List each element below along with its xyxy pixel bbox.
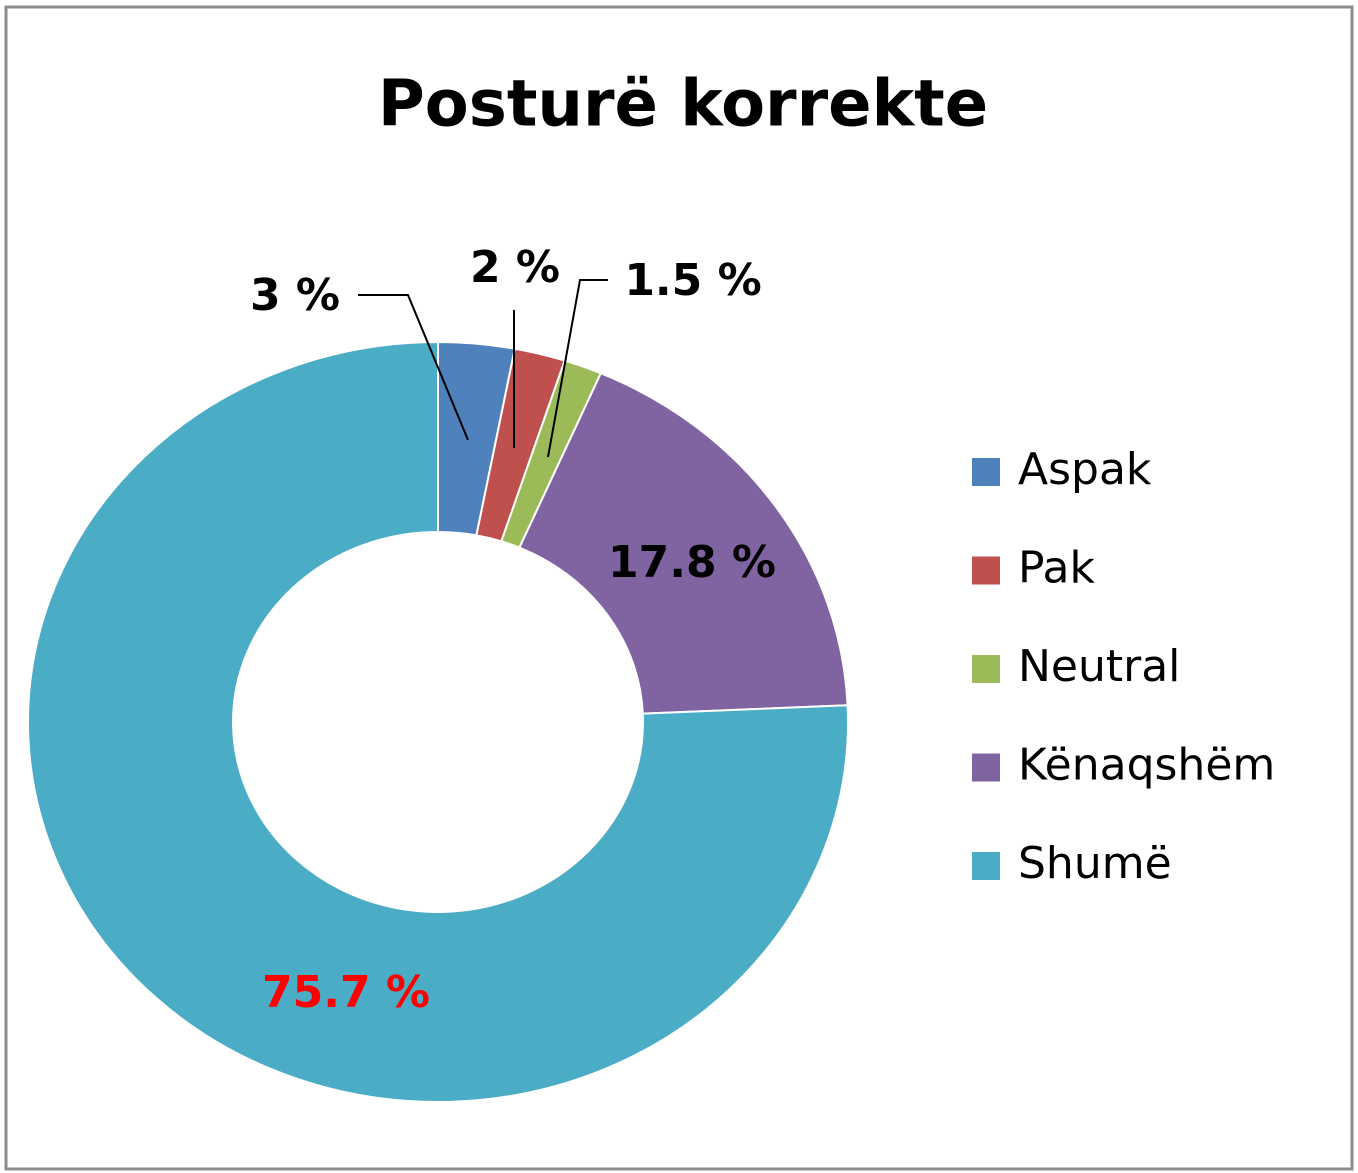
donut-segment (27, 340, 849, 1103)
data-label: 2 % (470, 242, 560, 293)
legend-swatch (972, 556, 1000, 585)
leader-line (547, 279, 608, 458)
donut-segment (518, 371, 849, 715)
legend-label: Shumë (1018, 838, 1172, 889)
legend-swatch (972, 753, 1000, 782)
data-label: 1.5 % (624, 255, 761, 306)
data-label: 17.8 % (608, 537, 776, 588)
leader-lines (358, 279, 608, 458)
legend-label: Aspak (1018, 444, 1152, 495)
legend-swatch (972, 458, 1000, 486)
chart-title: Posturë korrekte (378, 68, 988, 142)
legend-label: Pak (1018, 543, 1096, 594)
leader-line (358, 294, 469, 441)
legend-label: Neutral (1018, 641, 1180, 692)
data-label: 75.7 % (262, 967, 430, 1018)
legend-swatch (972, 655, 1000, 683)
legend-label: Kënaqshëm (1018, 740, 1275, 791)
legend-swatch (972, 852, 1000, 880)
data-label: 3 % (250, 270, 340, 321)
